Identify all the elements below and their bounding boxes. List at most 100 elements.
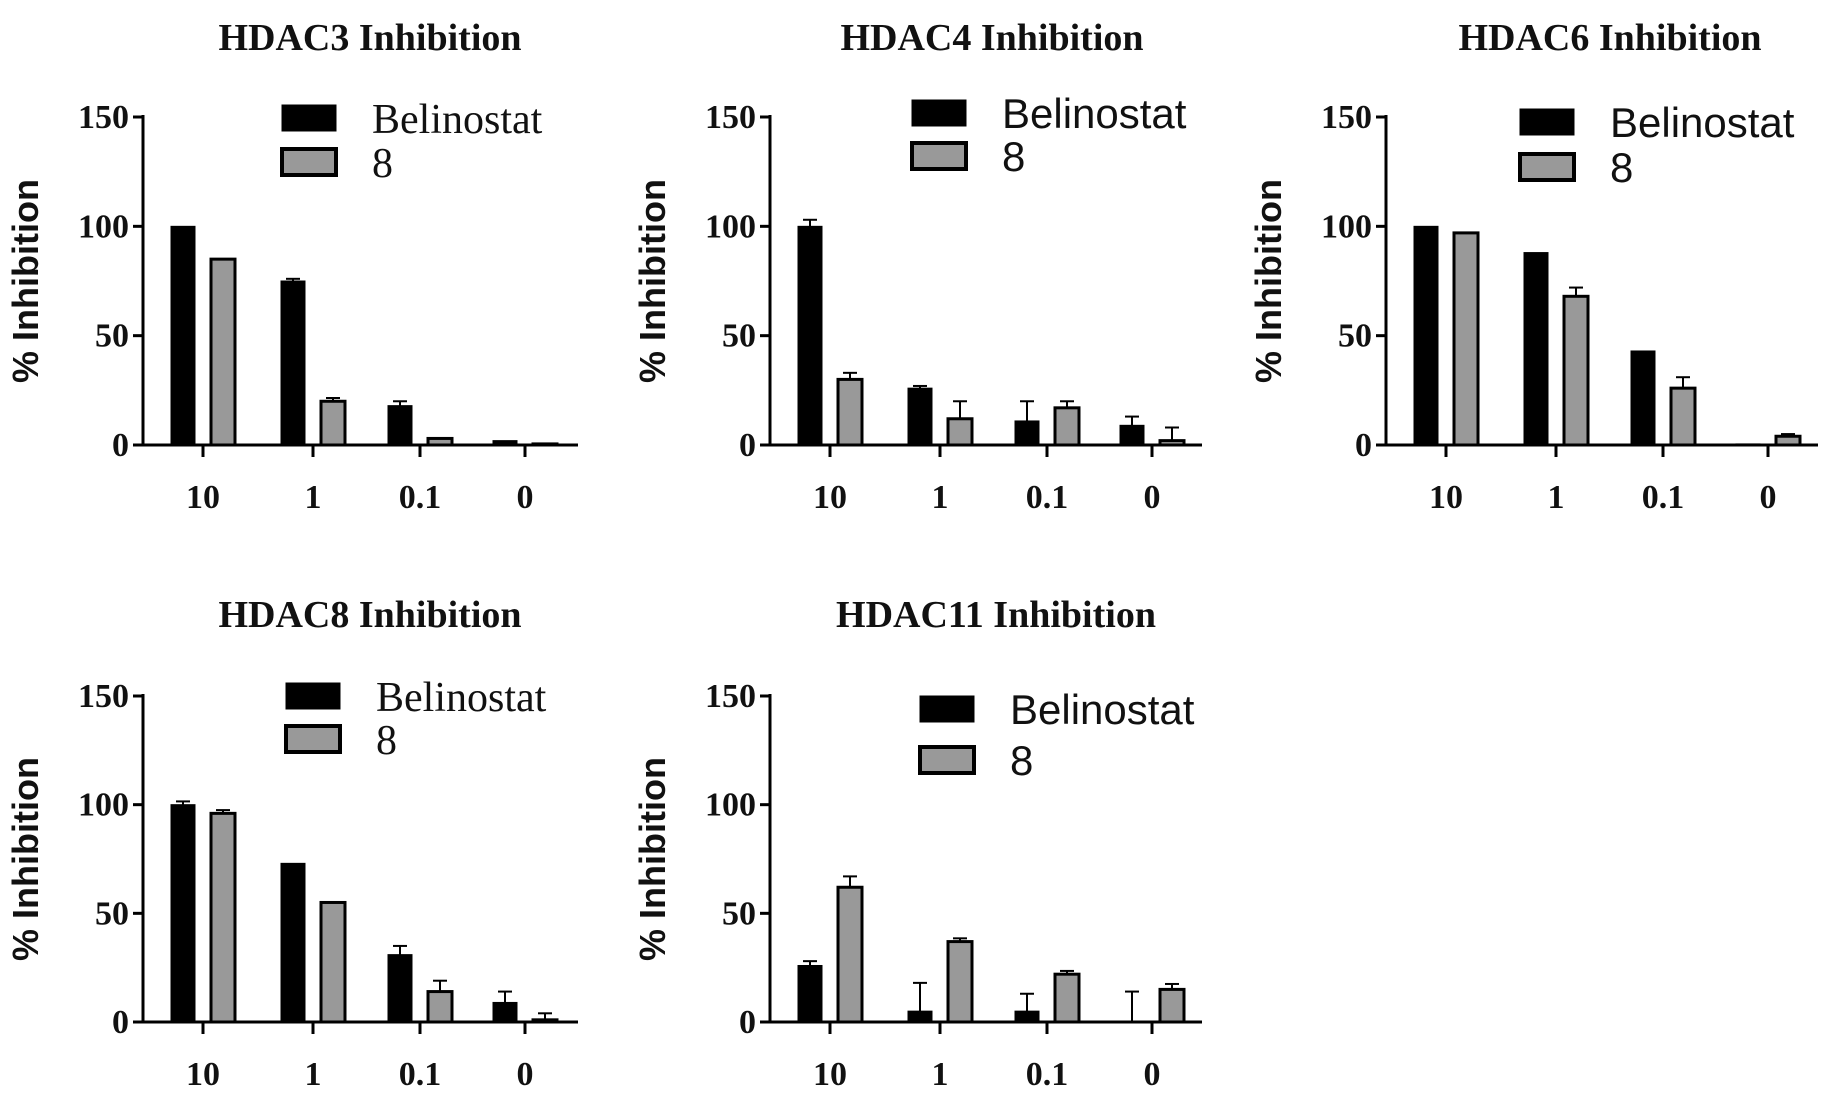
x-tick-label: 0.1 [1026,1056,1069,1093]
legend-swatch-compound-8 [1518,152,1576,182]
chart-title: HDAC4 Inhibition [840,17,1143,59]
x-tick-label: 0 [517,479,534,516]
y-axis-label: % Inhibition [1248,179,1289,383]
bar-belinostat-0 [1119,424,1145,446]
legend-label: 8 [376,718,397,764]
legend-swatch-compound-8 [910,141,968,171]
y-axis-label: % Inhibition [5,757,46,961]
x-tick-label: 0.1 [399,479,442,516]
bar-compound-8-10 [836,885,864,1024]
bar-belinostat-0 [492,440,518,446]
legend-swatch-belinostat [281,104,337,132]
y-tick-label: 50 [95,895,129,932]
legend-label: Belinostat [1610,99,1795,146]
y-axis-label: % Inhibition [632,179,673,383]
y-tick-label: 0 [1355,427,1372,464]
y-tick-label: 50 [722,318,756,355]
bar-compound-8-0.1 [426,990,454,1024]
bar-compound-8-10 [1452,231,1480,447]
chart-title: HDAC3 Inhibition [218,17,521,59]
bar-compound-8-10 [209,257,237,447]
y-tick-label: 0 [112,427,129,464]
legend-label: 8 [1002,133,1025,180]
bar-compound-8-10 [836,377,864,447]
legend-swatch-compound-8 [284,724,342,754]
y-tick-label: 0 [739,1004,756,1041]
bar-belinostat-10 [1413,225,1439,446]
bar-compound-8-1 [946,417,974,447]
y-tick-label: 150 [1321,99,1372,136]
bar-belinostat-1 [1523,252,1549,446]
y-tick-label: 100 [1321,208,1372,245]
bar-belinostat-1 [280,862,306,1023]
x-tick-label: 10 [186,1056,220,1093]
y-tick-label: 150 [705,99,756,136]
x-tick-label: 10 [1429,479,1463,516]
bar-compound-8-0 [1774,434,1802,447]
bar-compound-8-0 [531,1018,559,1024]
bar-belinostat-0.1 [387,405,413,446]
y-axis-label: % Inhibition [5,179,46,383]
legend-swatch-compound-8 [280,147,338,177]
legend-swatch-belinostat [285,682,341,710]
bar-compound-8-1 [946,940,974,1024]
x-tick-label: 1 [1548,479,1565,516]
chart-title: HDAC6 Inhibition [1458,17,1761,59]
y-tick-label: 50 [95,318,129,355]
x-tick-label: 0 [1144,1056,1161,1093]
bar-belinostat-1 [907,1010,933,1023]
bar-belinostat-0.1 [1014,1010,1040,1023]
y-tick-label: 0 [739,427,756,464]
y-tick-label: 0 [112,1004,129,1041]
legend-swatch-belinostat [1519,108,1575,136]
y-tick-label: 150 [705,678,756,715]
chart-panel-hdac11-inhibition: HDAC11 Inhibition% Inhibition05010015010… [632,594,1202,1093]
y-tick-label: 100 [78,787,129,824]
bar-compound-8-0 [1158,987,1186,1024]
x-tick-label: 1 [932,1056,949,1093]
bar-compound-8-0.1 [1053,972,1081,1024]
x-tick-label: 0 [1144,479,1161,516]
x-tick-label: 0 [1760,479,1777,516]
y-tick-label: 150 [78,678,129,715]
bar-belinostat-0.1 [387,954,413,1023]
x-tick-label: 0.1 [1642,479,1685,516]
y-tick-label: 150 [78,99,129,136]
bar-belinostat-10 [797,964,823,1023]
bar-compound-8-0 [531,442,559,447]
y-tick-label: 100 [705,787,756,824]
legend-label: Belinostat [372,97,543,143]
x-tick-label: 10 [186,479,220,516]
legend-swatch-belinostat [919,695,975,723]
bar-compound-8-0.1 [426,436,454,447]
y-tick-label: 100 [705,208,756,245]
legend-swatch-compound-8 [918,745,976,775]
bar-belinostat-0.1 [1014,420,1040,446]
x-tick-label: 0.1 [399,1056,442,1093]
chart-title: HDAC11 Inhibition [836,594,1156,636]
legend-swatch-belinostat [911,99,967,127]
legend-label: 8 [1010,737,1033,784]
bar-belinostat-10 [170,225,196,446]
bar-compound-8-1 [319,900,347,1024]
legend-label: 8 [1610,144,1633,191]
x-tick-label: 0 [517,1056,534,1093]
bar-belinostat-0 [1735,443,1761,446]
legend-label: Belinostat [1002,90,1187,137]
y-tick-label: 100 [78,208,129,245]
bar-belinostat-0.1 [1630,350,1656,446]
legend-label: Belinostat [376,675,547,721]
legend-label: 8 [372,141,393,187]
bar-compound-8-1 [1562,294,1590,447]
bar-belinostat-10 [170,804,196,1023]
bar-compound-8-0 [1158,439,1186,447]
x-tick-label: 10 [813,1056,847,1093]
bar-compound-8-10 [209,811,237,1024]
x-tick-label: 10 [813,479,847,516]
y-axis-label: % Inhibition [632,757,673,961]
